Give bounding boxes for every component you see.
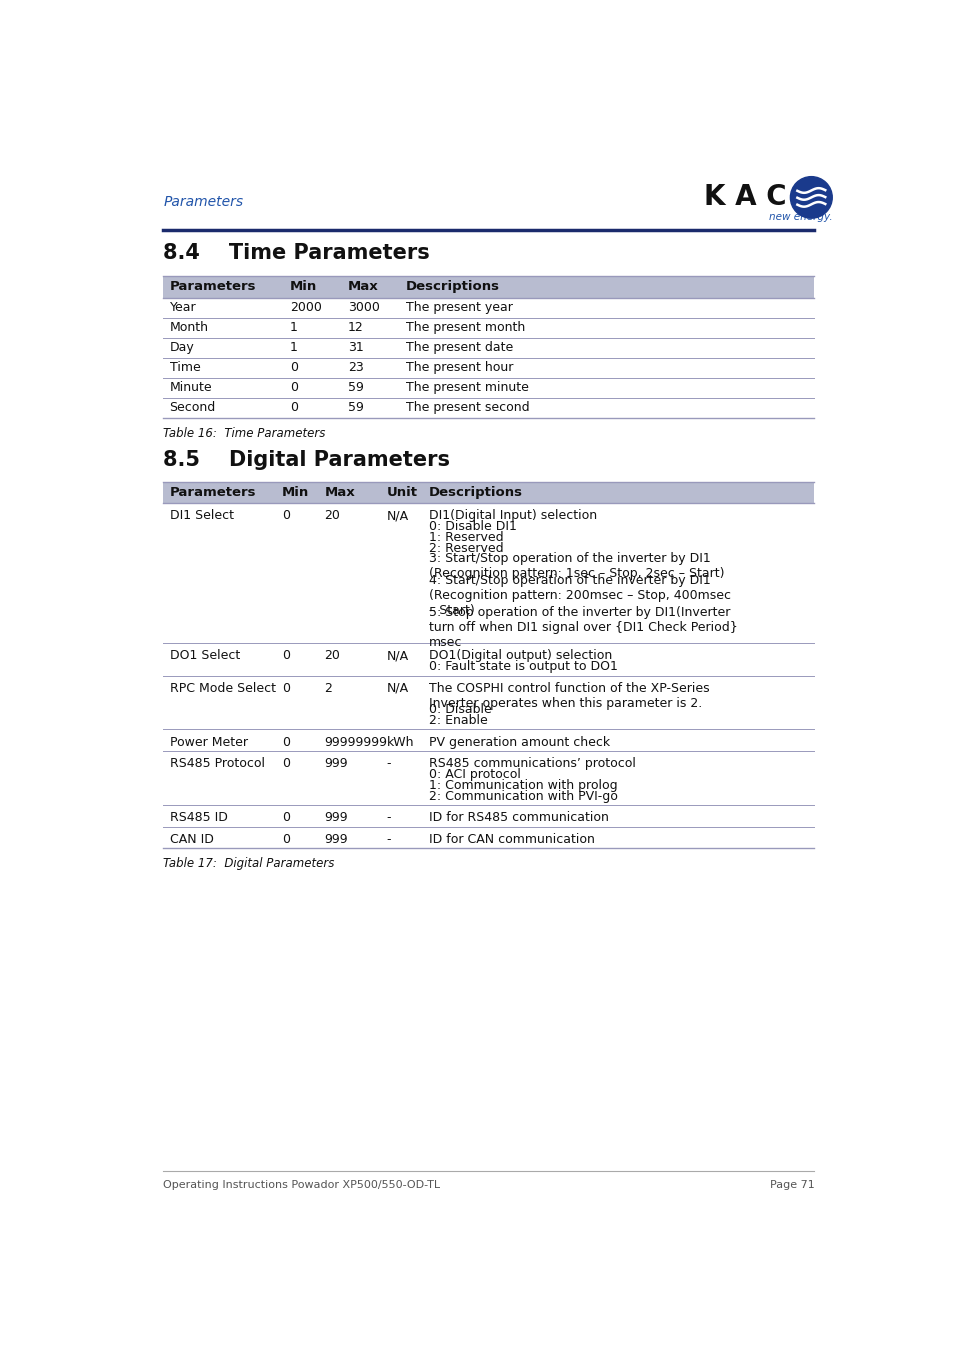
Text: DO1 Select: DO1 Select <box>170 649 239 663</box>
Text: 0: 0 <box>290 401 297 414</box>
Text: 0: ACI protocol: 0: ACI protocol <box>429 768 520 782</box>
Text: The present month: The present month <box>406 321 525 333</box>
Text: 99999999: 99999999 <box>324 736 387 749</box>
Text: Parameters: Parameters <box>170 281 255 293</box>
Text: 2: 2 <box>324 682 333 695</box>
Text: 0: 0 <box>282 682 290 695</box>
Text: 0: 0 <box>282 509 290 522</box>
Text: Parameters: Parameters <box>163 194 243 209</box>
Text: 0: 0 <box>282 811 290 824</box>
Text: 2: Reserved: 2: Reserved <box>429 541 503 555</box>
Text: 0: 0 <box>282 757 290 771</box>
Text: 0: Fault state is output to DO1: 0: Fault state is output to DO1 <box>429 660 618 674</box>
Text: 999: 999 <box>324 833 348 845</box>
Text: 999: 999 <box>324 811 348 824</box>
Text: RS485 communications’ protocol: RS485 communications’ protocol <box>429 757 636 771</box>
Text: 1: 1 <box>290 321 297 333</box>
Text: 999: 999 <box>324 757 348 771</box>
Text: Descriptions: Descriptions <box>429 486 522 500</box>
Text: The present date: The present date <box>406 342 513 354</box>
Text: Time: Time <box>170 360 200 374</box>
Text: PV generation amount check: PV generation amount check <box>429 736 610 749</box>
Text: 0: 0 <box>282 833 290 845</box>
Text: 2: Enable: 2: Enable <box>429 714 488 728</box>
Text: Min: Min <box>290 281 316 293</box>
Text: 1: Communication with prolog: 1: Communication with prolog <box>429 779 618 791</box>
Text: Table 16:  Time Parameters: Table 16: Time Parameters <box>163 427 326 440</box>
Text: 5: Stop operation of the inverter by DI1(Inverter
turn off when DI1 signal over : 5: Stop operation of the inverter by DI1… <box>429 606 738 649</box>
Text: N/A: N/A <box>386 682 408 695</box>
Text: Max: Max <box>348 281 378 293</box>
Text: 20: 20 <box>324 649 340 663</box>
Text: N/A: N/A <box>386 649 408 663</box>
Text: The COSPHI control function of the XP-Series
Inverter operates when this paramet: The COSPHI control function of the XP-Se… <box>429 682 709 710</box>
Text: Unit: Unit <box>386 486 417 500</box>
Text: Operating Instructions Powador XP500/550-OD-TL: Operating Instructions Powador XP500/550… <box>163 1180 440 1189</box>
Text: 0: Disable DI1: 0: Disable DI1 <box>429 520 517 533</box>
Text: 0: Disable: 0: Disable <box>429 703 492 717</box>
Text: 0: 0 <box>282 649 290 663</box>
Text: Parameters: Parameters <box>170 486 255 500</box>
Text: 12: 12 <box>348 321 363 333</box>
Text: N/A: N/A <box>386 509 408 522</box>
Text: Power Meter: Power Meter <box>170 736 248 749</box>
Text: 59: 59 <box>348 401 363 414</box>
Text: kWh: kWh <box>386 736 414 749</box>
Text: The present minute: The present minute <box>406 381 528 394</box>
Text: DI1(Digital Input) selection: DI1(Digital Input) selection <box>429 509 597 522</box>
Text: -: - <box>386 811 391 824</box>
Text: The present second: The present second <box>406 401 529 414</box>
Text: CAN ID: CAN ID <box>170 833 213 845</box>
Text: Day: Day <box>170 342 194 354</box>
Text: Second: Second <box>170 401 215 414</box>
Text: 3: Start/Stop operation of the inverter by DI1
(Recognition pattern: 1sec – Stop: 3: Start/Stop operation of the inverter … <box>429 552 724 580</box>
Text: 59: 59 <box>348 381 363 394</box>
Text: DI1 Select: DI1 Select <box>170 509 233 522</box>
Text: Minute: Minute <box>170 381 212 394</box>
Text: 1: 1 <box>290 342 297 354</box>
Bar <box>163 275 814 297</box>
Text: 4: Start/Stop operation of the inverter by DI1
(Recognition pattern: 200msec – S: 4: Start/Stop operation of the inverter … <box>429 574 731 617</box>
Text: K A C O: K A C O <box>703 184 820 212</box>
Text: The present year: The present year <box>406 301 513 315</box>
Text: ID for RS485 communication: ID for RS485 communication <box>429 811 608 824</box>
Text: RPC Mode Select: RPC Mode Select <box>170 682 275 695</box>
Text: 8.4    Time Parameters: 8.4 Time Parameters <box>163 243 430 263</box>
Text: Page 71: Page 71 <box>769 1180 814 1189</box>
Text: 0: 0 <box>282 736 290 749</box>
Text: -: - <box>386 833 391 845</box>
Text: RS485 ID: RS485 ID <box>170 811 227 824</box>
Text: 2000: 2000 <box>290 301 321 315</box>
Text: 20: 20 <box>324 509 340 522</box>
Text: RS485 Protocol: RS485 Protocol <box>170 757 264 771</box>
Text: Max: Max <box>324 486 355 500</box>
Text: 2: Communication with PVI-go: 2: Communication with PVI-go <box>429 790 618 802</box>
Text: Year: Year <box>170 301 196 315</box>
Text: Descriptions: Descriptions <box>406 281 499 293</box>
Text: -: - <box>386 757 391 771</box>
Text: The present hour: The present hour <box>406 360 513 374</box>
Text: Month: Month <box>170 321 209 333</box>
Circle shape <box>790 177 831 219</box>
Text: Table 17:  Digital Parameters: Table 17: Digital Parameters <box>163 857 335 869</box>
Text: Min: Min <box>282 486 309 500</box>
Text: 31: 31 <box>348 342 363 354</box>
Text: 0: 0 <box>290 360 297 374</box>
Text: 8.5    Digital Parameters: 8.5 Digital Parameters <box>163 450 450 470</box>
Text: 3000: 3000 <box>348 301 379 315</box>
Text: ID for CAN communication: ID for CAN communication <box>429 833 595 845</box>
Text: new energy.: new energy. <box>768 212 831 223</box>
Text: 1: Reserved: 1: Reserved <box>429 531 503 544</box>
Text: DO1(Digital output) selection: DO1(Digital output) selection <box>429 649 612 663</box>
Text: 0: 0 <box>290 381 297 394</box>
Bar <box>163 482 814 504</box>
Text: 23: 23 <box>348 360 363 374</box>
